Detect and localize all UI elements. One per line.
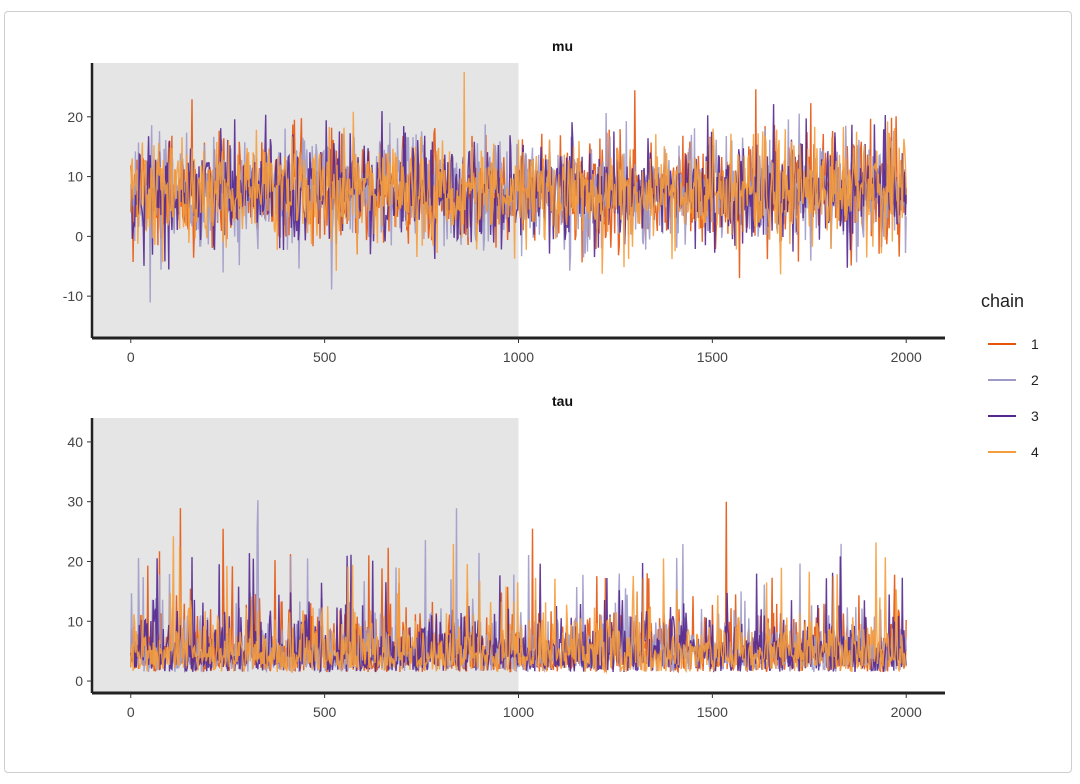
x-tick-label: 1000 [503, 704, 534, 720]
x-tick-label: 2000 [891, 349, 922, 365]
legend-label-chain-3: 3 [1031, 408, 1039, 424]
y-tick-label: 20 [67, 109, 83, 125]
x-tick-label: 1500 [697, 349, 728, 365]
panel-title-tau: tau [552, 393, 573, 409]
panel-mu: -10 0 10 20 0 500 1000 1500 2000 mu [63, 38, 945, 365]
x-ticks-mu: 0 500 1000 1500 2000 [127, 338, 922, 365]
y-tick-label: 40 [67, 434, 83, 450]
panel-tau: 0 10 20 30 40 0 500 1000 1500 2000 tau [67, 393, 945, 720]
y-ticks-mu: -10 0 10 20 [63, 109, 92, 304]
y-tick-label: 20 [67, 553, 83, 569]
trace-line-mu-chain-4 [130, 71, 907, 275]
series-lines-tau [130, 500, 907, 675]
y-tick-label: 10 [67, 169, 83, 185]
x-tick-label: 1500 [697, 704, 728, 720]
legend-label-chain-1: 1 [1031, 336, 1039, 352]
y-tick-label: 0 [75, 228, 83, 244]
legend-label-chain-2: 2 [1031, 372, 1039, 388]
legend-title: chain [981, 291, 1024, 311]
series-lines-mu [130, 71, 907, 303]
x-tick-label: 500 [313, 349, 337, 365]
legend: chain 1 2 3 4 [981, 291, 1039, 460]
x-tick-label: 500 [313, 704, 337, 720]
x-tick-label: 1000 [503, 349, 534, 365]
legend-label-chain-4: 4 [1031, 444, 1039, 460]
x-tick-label: 2000 [891, 704, 922, 720]
y-tick-label: 10 [67, 613, 83, 629]
trace-line-tau-chain-4 [130, 536, 907, 675]
panel-title-mu: mu [552, 38, 573, 54]
y-ticks-tau: 0 10 20 30 40 [67, 434, 92, 689]
x-ticks-tau: 0 500 1000 1500 2000 [127, 693, 922, 720]
y-tick-label: 30 [67, 494, 83, 510]
y-tick-label: 0 [75, 673, 83, 689]
x-tick-label: 0 [127, 704, 135, 720]
y-tick-label: -10 [63, 288, 83, 304]
x-tick-label: 0 [127, 349, 135, 365]
